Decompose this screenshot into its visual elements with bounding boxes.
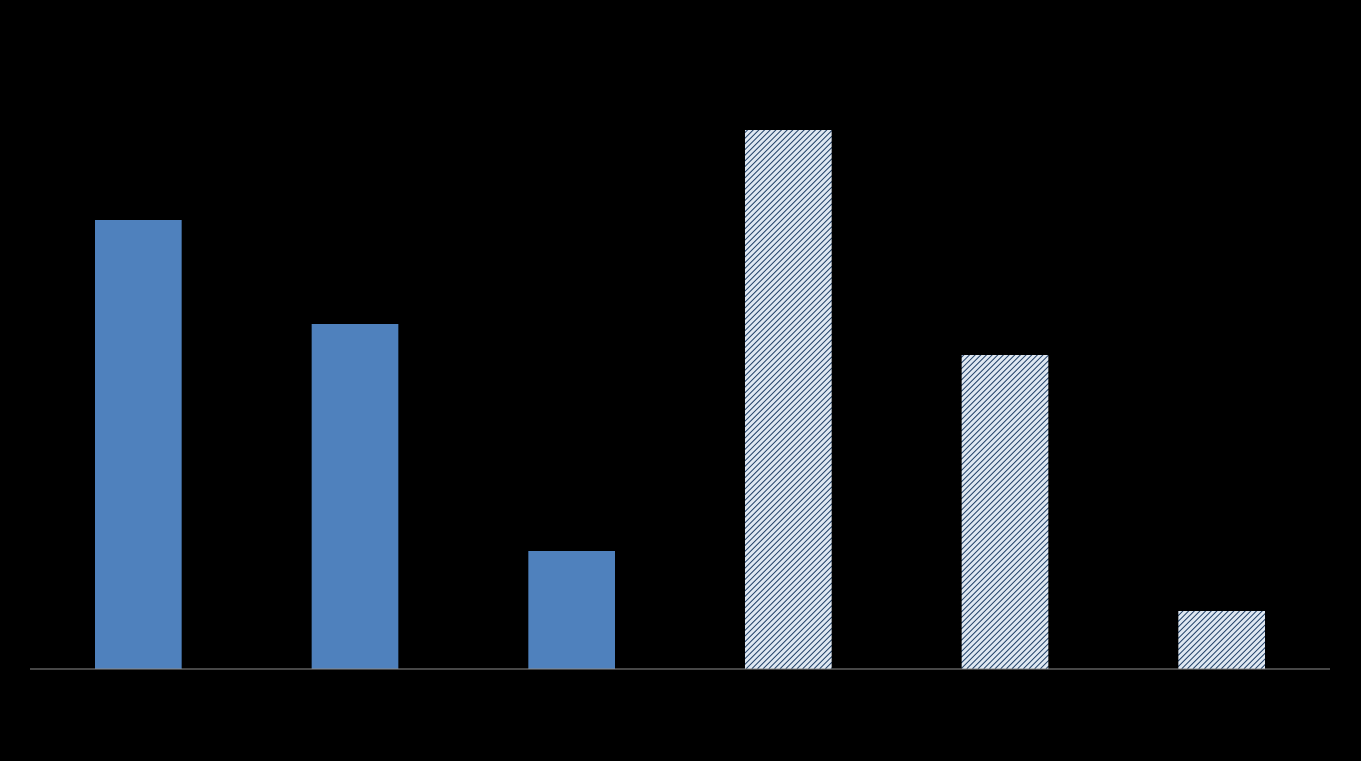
bar [95, 220, 182, 669]
bar [311, 324, 399, 669]
bar [1178, 611, 1265, 669]
bar [745, 130, 832, 669]
bar [528, 551, 615, 669]
bar [961, 355, 1049, 669]
